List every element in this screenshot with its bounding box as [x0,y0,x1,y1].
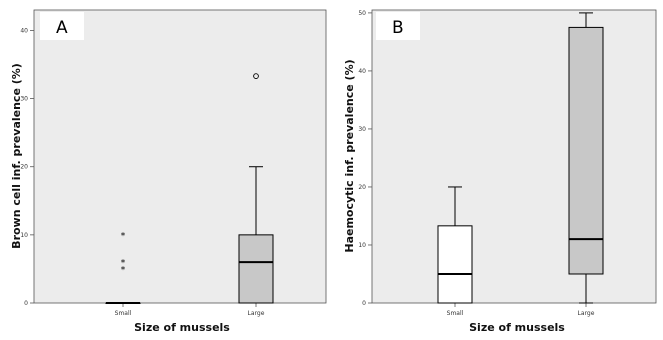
x-tick-label-large: Large [578,310,595,317]
panel-b-y-axis-title: Haemocytic inf. prevalence (%) [343,59,356,252]
x-tick-label-small: Small [447,310,464,317]
y-tick-label: 10 [358,242,366,249]
panel-a-boxes: *** [105,73,274,304]
y-tick-label: 30 [358,126,366,133]
iqr-box [568,26,604,275]
y-tick-label: 0 [24,300,28,307]
panel-a-plot-area [33,9,327,304]
panel-a-x-axis: Small Large [115,303,265,317]
panel-a-brown-cell-chart: A Brown cell inf. prevalence (%) Size of… [10,9,327,334]
iqr-box [437,225,473,304]
outlier-star: * [121,231,126,241]
outlier-circle [253,73,259,79]
y-tick-label: 40 [358,68,366,75]
panel-a-letter-box [40,12,84,40]
x-tick-label-small: Small [115,310,132,317]
y-tick-label: 0 [362,300,366,307]
box-large [568,12,604,304]
panel-b-y-axis: 0 10 20 30 40 50 [358,10,372,307]
panel-a-x-axis-title: Size of mussels [134,321,230,334]
outlier-star: * [121,259,126,269]
box-small [437,186,473,304]
y-tick-label: 40 [20,27,28,34]
y-tick-label: 20 [20,164,28,171]
iqr-box [238,234,274,304]
panel-a-y-axis-title: Brown cell inf. prevalence (%) [10,63,23,249]
panel-b-letter: B [392,18,404,38]
box-small: *** [105,231,141,304]
y-tick-label: 10 [20,232,28,239]
panel-b-x-axis: Small Large [447,303,595,317]
panel-b-letter-box [376,12,420,40]
panel-a-letter: A [56,18,68,38]
panel-a-y-axis: 0 10 20 30 40 [20,27,34,307]
box-large [238,73,274,304]
outlier-star: * [121,265,126,275]
panel-b-boxes [437,12,604,304]
panel-b-haemocytic-chart: B Haemocytic inf. prevalence (%) Size of… [343,9,657,334]
panel-b-x-axis-title: Size of mussels [469,321,565,334]
panel-b-plot-area [371,9,657,304]
y-tick-label: 50 [358,10,366,17]
x-tick-label-large: Large [248,310,265,317]
y-tick-label: 30 [20,96,28,103]
y-tick-label: 20 [358,184,366,191]
